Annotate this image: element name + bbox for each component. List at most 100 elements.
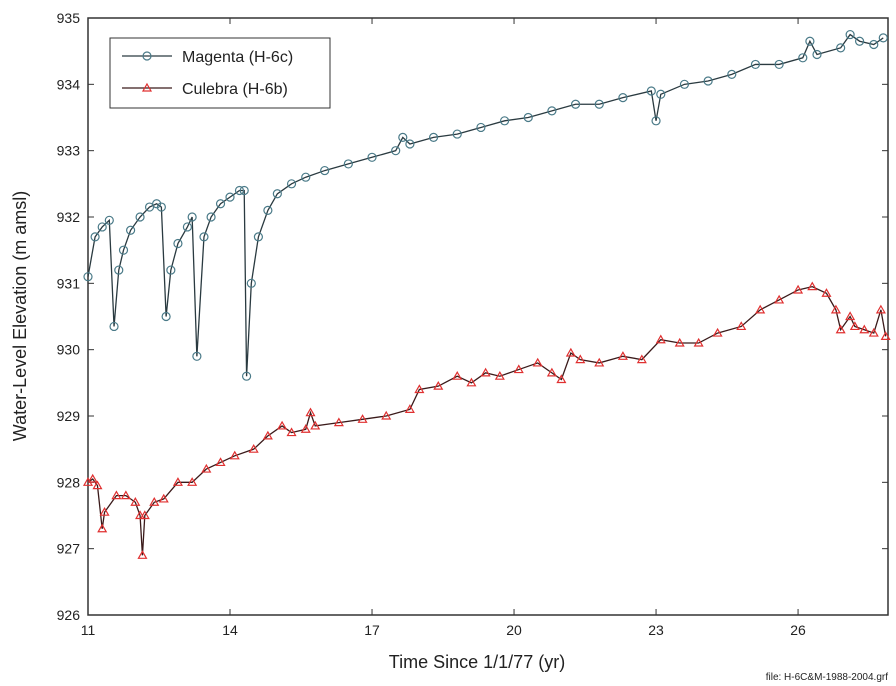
data-point xyxy=(433,380,444,390)
data-point xyxy=(594,357,605,367)
data-point xyxy=(807,281,818,291)
data-point xyxy=(428,132,439,142)
data-point xyxy=(135,510,146,520)
data-point xyxy=(868,327,879,337)
data-point xyxy=(301,172,311,182)
data-point xyxy=(130,497,141,506)
x-tick-label: 26 xyxy=(790,622,806,638)
y-tick-label: 928 xyxy=(57,474,81,490)
y-tick-label: 927 xyxy=(57,541,81,557)
x-tick-label: 17 xyxy=(364,622,380,638)
data-point xyxy=(391,146,401,156)
data-point xyxy=(655,334,666,344)
data-point xyxy=(878,33,888,43)
data-point xyxy=(139,510,150,520)
data-point xyxy=(272,189,282,199)
data-point xyxy=(343,159,353,169)
data-point xyxy=(118,245,129,255)
data-point xyxy=(466,377,477,387)
data-point xyxy=(859,324,870,334)
data-point xyxy=(674,337,685,347)
y-tick-label: 935 xyxy=(57,10,81,26)
data-point xyxy=(750,59,761,70)
legend-marker xyxy=(141,82,153,92)
data-point xyxy=(166,265,176,275)
data-point xyxy=(99,506,110,516)
data-point xyxy=(357,414,368,423)
x-axis-label: Time Since 1/1/77 (yr) xyxy=(389,652,565,672)
data-point xyxy=(712,327,723,337)
y-tick-label: 930 xyxy=(57,342,81,358)
data-point xyxy=(869,39,879,50)
data-point xyxy=(656,89,666,99)
data-point xyxy=(333,417,344,427)
legend-label: Magenta (H-6c) xyxy=(182,49,293,66)
data-point xyxy=(774,294,785,304)
data-point xyxy=(805,36,815,46)
data-point xyxy=(755,304,766,314)
data-point xyxy=(149,497,160,506)
data-point xyxy=(158,493,169,503)
data-point xyxy=(187,477,198,486)
data-point xyxy=(90,232,100,242)
data-point xyxy=(774,59,784,70)
legend-label: Culebra (H-6b) xyxy=(182,81,288,98)
data-point xyxy=(499,116,510,126)
data-point xyxy=(248,443,259,453)
data-point xyxy=(135,212,145,222)
data-point xyxy=(300,424,311,433)
data-point xyxy=(830,304,841,314)
data-point xyxy=(234,185,245,196)
data-point xyxy=(97,222,107,232)
data-point xyxy=(476,122,486,133)
data-point xyxy=(679,79,690,89)
data-point xyxy=(404,404,415,413)
data-point xyxy=(156,202,166,212)
y-tick-label: 931 xyxy=(57,275,81,291)
data-point xyxy=(727,69,737,79)
data-point xyxy=(215,199,226,209)
data-point xyxy=(206,212,216,222)
data-point xyxy=(836,43,846,53)
data-point xyxy=(152,199,162,209)
legend-marker xyxy=(142,51,152,61)
data-point xyxy=(286,179,297,189)
data-point xyxy=(201,463,212,473)
y-tick-label: 932 xyxy=(57,209,81,225)
data-point xyxy=(381,410,392,420)
data-point xyxy=(556,374,567,384)
data-point xyxy=(880,331,891,340)
data-point xyxy=(97,523,108,533)
data-point xyxy=(812,49,822,60)
data-point xyxy=(703,76,713,86)
data-point xyxy=(225,192,235,202)
data-point xyxy=(398,132,408,142)
data-point xyxy=(83,272,93,282)
data-point xyxy=(104,215,114,225)
data-point xyxy=(414,384,425,394)
data-point xyxy=(618,92,628,103)
data-point xyxy=(239,185,249,196)
data-point xyxy=(286,427,297,437)
data-point xyxy=(246,278,256,288)
data-point xyxy=(405,139,415,149)
x-tick-label: 14 xyxy=(222,622,238,638)
data-point xyxy=(546,367,557,377)
data-point xyxy=(736,321,747,331)
data-point xyxy=(241,371,252,381)
data-point xyxy=(310,420,321,430)
data-point xyxy=(320,165,330,176)
data-point xyxy=(845,29,855,40)
data-point xyxy=(575,354,586,364)
data-point xyxy=(367,152,377,162)
legend-box xyxy=(109,37,331,109)
y-tick-label: 926 xyxy=(57,607,81,623)
data-point xyxy=(594,99,604,109)
x-tick-label: 20 xyxy=(506,622,522,638)
data-point xyxy=(835,324,846,334)
data-point xyxy=(109,321,119,332)
data-point xyxy=(565,347,576,357)
data-point xyxy=(215,457,226,467)
data-point xyxy=(636,354,647,364)
